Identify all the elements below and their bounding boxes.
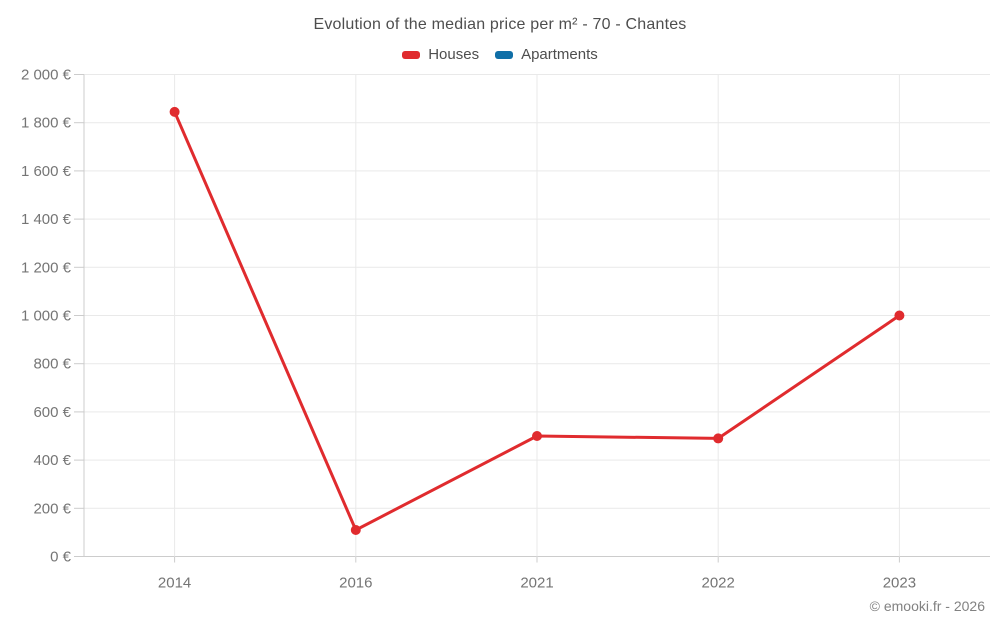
- apartments-series-swatch-icon: [495, 50, 514, 59]
- houses-point-2014[interactable]: [169, 106, 180, 117]
- y-axis-label: 1 400 €: [21, 211, 72, 228]
- y-axis-label: 2 000 €: [21, 67, 72, 84]
- legend-label-apartments: Apartments: [521, 46, 598, 63]
- y-axis-label: 1 000 €: [21, 308, 72, 325]
- y-axis-label: 600 €: [33, 404, 71, 421]
- x-axis-label: 2023: [883, 575, 916, 592]
- legend-item-apartments[interactable]: Apartments: [495, 46, 598, 63]
- houses-point-2023[interactable]: [894, 310, 905, 321]
- y-axis-label: 1 800 €: [21, 115, 72, 132]
- houses-point-2016[interactable]: [350, 524, 361, 535]
- x-axis-label: 2021: [520, 575, 553, 592]
- y-axis-label: 1 200 €: [21, 259, 72, 276]
- legend-label-houses: Houses: [428, 46, 480, 63]
- legend-item-houses[interactable]: Houses: [402, 46, 479, 63]
- houses-series-swatch-icon: [402, 50, 421, 59]
- y-axis-label: 800 €: [33, 356, 71, 373]
- x-axis-label: 2014: [158, 575, 191, 592]
- copyright: © emooki.fr - 2026: [869, 598, 985, 614]
- y-axis-label: 1 600 €: [21, 163, 72, 180]
- y-axis-label: 400 €: [33, 452, 71, 469]
- houses-point-2021[interactable]: [532, 431, 542, 441]
- chart-title: Evolution of the median price per m² - 7…: [313, 16, 687, 33]
- y-axis-label: 0 €: [50, 549, 72, 566]
- x-axis-label: 2016: [339, 575, 372, 592]
- houses-point-2022[interactable]: [713, 433, 724, 444]
- y-axis-label: 200 €: [33, 500, 71, 517]
- legend: Houses Apartments: [0, 46, 1000, 63]
- x-axis-label: 2022: [702, 575, 735, 592]
